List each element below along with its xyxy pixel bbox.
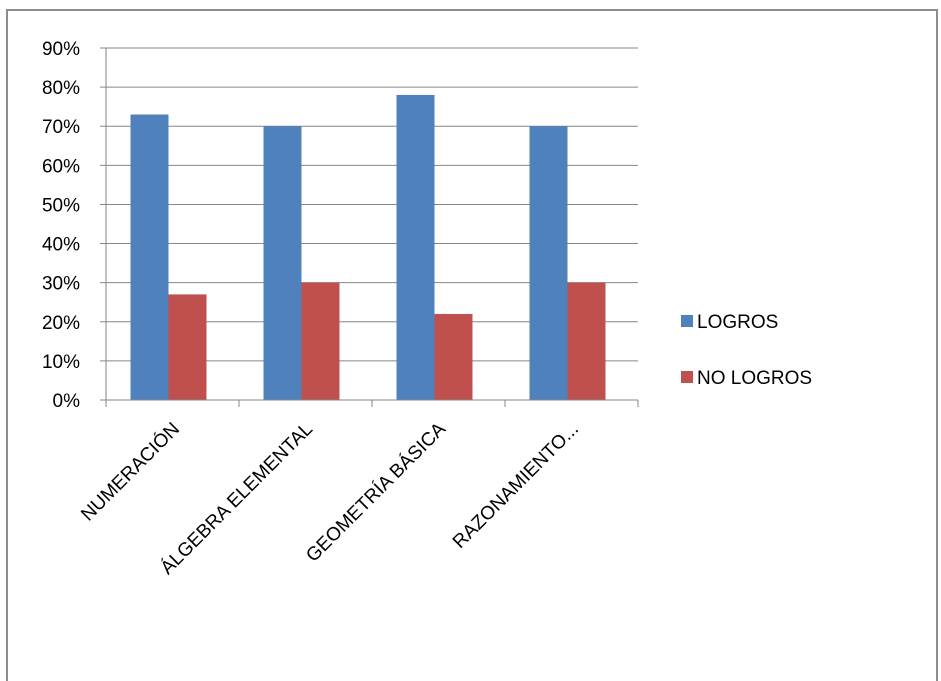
legend: LOGROS NO LOGROS xyxy=(681,312,812,389)
chart-frame xyxy=(6,9,938,681)
x-category-label: GEOMETRÍA BÁSICA xyxy=(302,418,450,566)
bar-logros xyxy=(396,94,435,400)
legend-label: NO LOGROS xyxy=(697,368,812,389)
y-tick-label: 30% xyxy=(42,274,80,295)
axes xyxy=(100,47,639,407)
y-tick-labels: 0% 10% 20% 30% 40% 50% 60% 70% 80% 90% xyxy=(42,39,80,412)
y-tick-label: 0% xyxy=(53,391,81,412)
x-category-label: ÁLGEBRA ELEMENTAL xyxy=(157,419,317,579)
legend-label: LOGROS xyxy=(697,312,778,333)
y-tick-label: 40% xyxy=(42,235,80,256)
bar-no-logros xyxy=(168,294,207,400)
bars xyxy=(130,94,606,400)
y-tick-label: 20% xyxy=(42,313,80,334)
x-category-label: NUMERACIÓN xyxy=(77,418,184,525)
bar-no-logros xyxy=(434,313,473,400)
bar-no-logros xyxy=(301,282,340,400)
bar-logros xyxy=(529,126,568,400)
y-tick-label: 70% xyxy=(42,117,80,138)
bar-logros xyxy=(263,126,302,400)
y-tick-label: 80% xyxy=(42,78,80,99)
y-tick-label: 60% xyxy=(42,156,80,177)
legend-swatch xyxy=(681,371,693,383)
y-tick-label: 10% xyxy=(42,352,80,373)
x-category-label: RAZONAMIENTO... xyxy=(449,419,583,553)
y-tick-label: 90% xyxy=(42,39,80,60)
y-tick-label: 50% xyxy=(42,195,80,216)
bar-no-logros xyxy=(567,282,606,400)
bar-logros xyxy=(130,114,169,400)
legend-swatch xyxy=(681,315,693,327)
